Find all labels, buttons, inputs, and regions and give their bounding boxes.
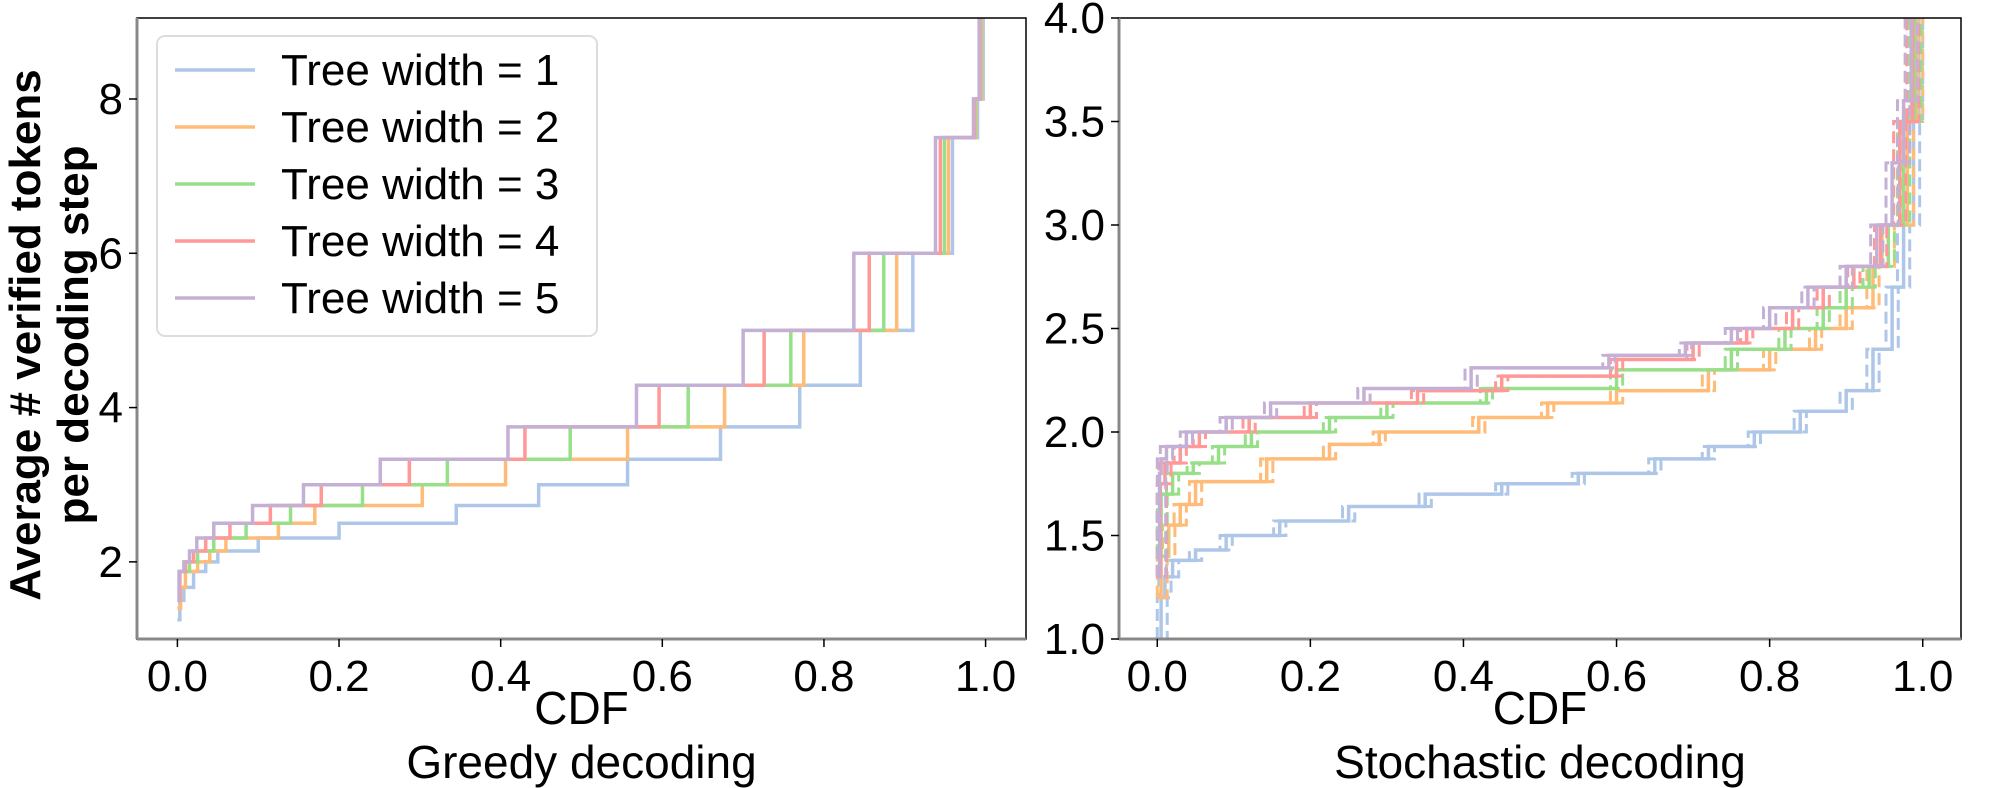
series-3 — [177, 18, 983, 603]
y-tick-label: 4.0 — [1044, 0, 1105, 43]
x-tick-label: 0.6 — [1586, 652, 1647, 701]
legend-entry-4: Tree width = 4 — [175, 217, 559, 266]
legend-label: Tree width = 2 — [281, 103, 559, 152]
y-tick-label: 2.0 — [1044, 408, 1105, 457]
plot-area — [177, 18, 985, 622]
y-axis-label-line-2: per decoding step — [49, 146, 98, 525]
series-upper-dashed-line — [1163, 18, 1921, 579]
series-line — [1157, 18, 1921, 639]
series-line — [177, 18, 981, 603]
series-line — [177, 18, 983, 603]
series-4 — [177, 18, 982, 603]
x-tick-label: 0.6 — [632, 652, 693, 701]
y-tick-label: 8 — [99, 75, 123, 124]
y-tick-label: 6 — [99, 229, 123, 278]
x-axis-label: CDF — [534, 682, 629, 734]
series-5 — [177, 18, 981, 603]
stochastic-decoding-panel: 0.0 0.2 0.4 0.6 0.8 1.0 1.0 1.5 2.0 2.5 3.0 3.5 4.0 C… — [1044, 0, 1962, 788]
series-line — [177, 18, 982, 603]
legend-label: Tree width = 1 — [281, 46, 559, 95]
legend-entry-5: Tree width = 5 — [175, 274, 559, 323]
series-lower-dashed-line — [1155, 18, 1907, 577]
series-5 — [1155, 18, 1919, 579]
legend-label: Tree width = 3 — [281, 160, 559, 209]
x-tick-label: 0.2 — [308, 652, 369, 701]
y-tick-label: 1.0 — [1044, 615, 1105, 664]
x-axis-label: CDF — [1493, 682, 1588, 734]
series-upper-dashed-line — [1163, 18, 1923, 558]
y-tick-label: 4 — [99, 384, 123, 433]
series-line — [1157, 18, 1917, 558]
series-2 — [177, 18, 984, 610]
series-1 — [1155, 18, 1925, 639]
x-tick-label: 0.2 — [1280, 652, 1341, 701]
series-line — [1157, 18, 1915, 579]
legend-label: Tree width = 5 — [281, 274, 559, 323]
panel-subtitle: Greedy decoding — [406, 736, 756, 788]
series-line — [177, 18, 984, 610]
x-tick-label: 0.8 — [1739, 652, 1800, 701]
y-tick-label: 2.5 — [1044, 305, 1105, 354]
x-tick-label: 0.0 — [1127, 652, 1188, 701]
legend-entry-2: Tree width = 2 — [175, 103, 559, 152]
series-1 — [177, 18, 985, 622]
legend-entry-1: Tree width = 1 — [175, 46, 559, 95]
series-line — [1157, 18, 1913, 579]
y-axis-label-line-1: Average # verified tokens — [1, 69, 50, 601]
y-axis-label: Average # verified tokens per decoding s… — [1, 69, 98, 601]
panel-subtitle: Stochastic decoding — [1334, 736, 1746, 788]
y-tick-label: 3.5 — [1044, 98, 1105, 147]
plot-area — [1155, 18, 1925, 639]
x-tick-label: 0.8 — [793, 652, 854, 701]
x-tick-label: 0.4 — [1433, 652, 1494, 701]
legend-entry-3: Tree width = 3 — [175, 160, 559, 209]
legend-box — [156, 35, 598, 337]
legend: Tree width = 1 Tree width = 2 Tree width =… — [156, 35, 598, 337]
y-tick-label: 1.5 — [1044, 512, 1105, 561]
legend-label: Tree width = 4 — [281, 217, 559, 266]
x-tick-label: 0.0 — [147, 652, 208, 701]
x-tick-label: 1.0 — [955, 652, 1016, 701]
series-lower-dashed-line — [1155, 18, 1915, 639]
series-line — [177, 18, 985, 622]
x-tick-label: 0.4 — [470, 652, 531, 701]
series-upper-dashed-line — [1163, 18, 1925, 639]
y-tick-label: 3.0 — [1044, 201, 1105, 250]
y-tick-label: 2 — [99, 538, 123, 587]
x-tick-label: 1.0 — [1892, 652, 1953, 701]
